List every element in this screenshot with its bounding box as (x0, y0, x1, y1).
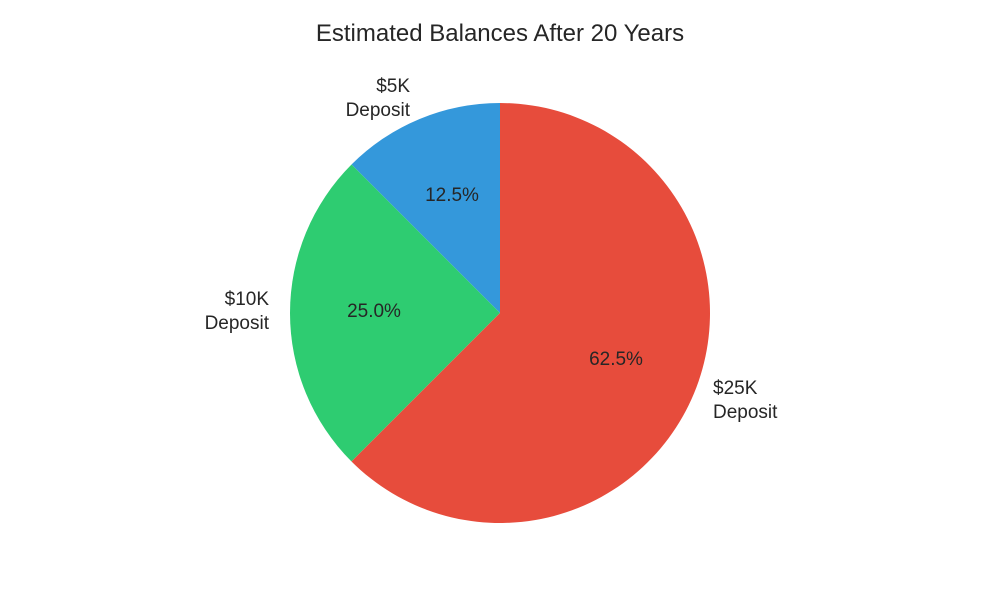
label-10k-line1: $10K (224, 289, 269, 310)
chart-title: Estimated Balances After 20 Years (315, 20, 685, 47)
slice-5k (351, 103, 500, 313)
pct-10k: 25.0% (347, 301, 401, 322)
label-25k-line1: $25K (713, 378, 758, 399)
label-25k: $25K Deposit (713, 377, 777, 425)
label-5k: $5K Deposit (346, 75, 410, 123)
label-5k-line1: $5K (376, 76, 410, 97)
pct-25k: 62.5% (589, 349, 643, 370)
label-5k-line2: Deposit (345, 100, 410, 121)
label-25k-line2: Deposit (713, 402, 778, 423)
label-10k: $10K Deposit (205, 288, 269, 336)
slice-25k (351, 102, 710, 523)
pct-5k: 12.5% (425, 185, 479, 206)
slice-10k (289, 164, 500, 462)
label-10k-line2: Deposit (204, 313, 269, 334)
